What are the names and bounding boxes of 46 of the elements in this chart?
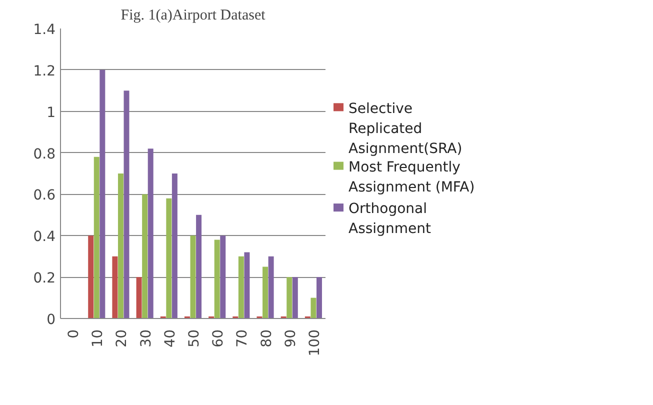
x-tick-label: 90 — [282, 329, 299, 348]
bar — [88, 236, 94, 318]
bar — [196, 214, 202, 318]
x-tick-label: 40 — [162, 329, 178, 348]
bar — [244, 252, 250, 318]
bar — [292, 277, 298, 318]
y-tick-label: 0.4 — [33, 229, 56, 246]
bar — [262, 266, 268, 318]
y-tick-label: 1.2 — [33, 63, 56, 80]
bar — [124, 90, 130, 318]
bar — [112, 256, 118, 318]
y-tick-label: 0.6 — [33, 188, 56, 204]
y-tick-label: 1.4 — [33, 22, 56, 38]
y-tick-label: 0.8 — [33, 146, 56, 162]
chart-title: Fig. 1(a)Airport Dataset — [120, 8, 266, 24]
x-tick-label: 50 — [186, 329, 202, 348]
x-tick-label: 70 — [234, 329, 251, 348]
y-tick-label: 0 — [46, 312, 56, 328]
bar — [286, 277, 292, 318]
bar — [310, 298, 316, 318]
bar — [238, 256, 244, 318]
y-tick-label: 0.2 — [33, 270, 56, 287]
y-tick-label: 1 — [46, 104, 56, 121]
x-tick-label: 10 — [90, 329, 106, 348]
bar — [142, 194, 148, 318]
bar — [94, 156, 100, 318]
bar — [220, 236, 226, 318]
bar — [268, 256, 274, 318]
bar — [172, 174, 178, 318]
bar — [316, 277, 322, 318]
bar — [136, 277, 142, 318]
bar — [166, 198, 172, 318]
x-tick-label: 80 — [258, 329, 275, 348]
x-tick-label: 0 — [66, 329, 82, 338]
bar — [118, 174, 124, 318]
legend-label: Most Frequently Assignment (MFA) — [348, 159, 475, 196]
bar — [100, 70, 106, 318]
legend-label: Selective Replicated Asignment(SRA) — [348, 100, 462, 157]
bar — [190, 236, 196, 318]
x-tick-label: 30 — [138, 329, 154, 348]
x-tick-label: 20 — [114, 329, 130, 348]
x-tick-label: 60 — [210, 329, 227, 348]
legend-label: Orthogonal Assignment — [348, 201, 432, 238]
x-tick-label: 100 — [306, 329, 323, 356]
bar — [148, 148, 154, 318]
bar — [214, 240, 220, 318]
